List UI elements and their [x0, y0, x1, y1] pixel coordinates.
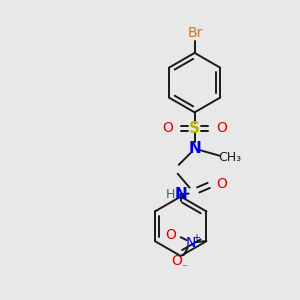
Text: O: O: [216, 177, 227, 191]
Text: H: H: [166, 188, 176, 201]
Text: N: N: [185, 236, 196, 250]
Text: N: N: [174, 187, 187, 202]
Text: O: O: [162, 121, 173, 135]
Text: O: O: [165, 228, 176, 242]
Text: S: S: [189, 121, 200, 136]
Text: O: O: [216, 121, 227, 135]
Text: CH₃: CH₃: [219, 152, 242, 164]
Text: N: N: [188, 140, 201, 155]
Text: Br: Br: [188, 26, 203, 40]
Text: ⁻: ⁻: [182, 263, 188, 273]
Text: O: O: [171, 254, 182, 268]
Text: +: +: [192, 233, 200, 243]
